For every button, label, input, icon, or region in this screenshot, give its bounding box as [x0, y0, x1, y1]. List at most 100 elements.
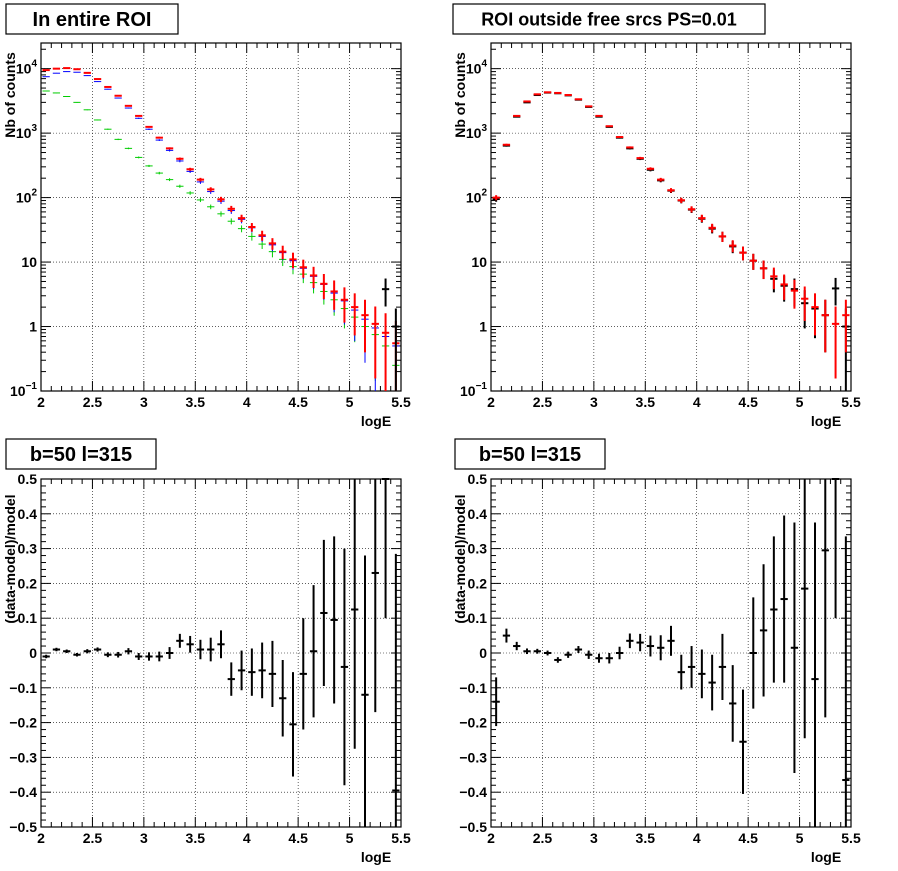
x-tick-label: 3.5 [636, 394, 656, 410]
data-point [677, 197, 685, 204]
data-point [135, 653, 143, 660]
data-point [821, 479, 829, 718]
data-point [165, 147, 174, 150]
x-tick-label: 5.5 [391, 830, 411, 846]
x-tick-label: 5 [796, 394, 804, 410]
data-point [749, 253, 757, 270]
data-point [646, 167, 655, 171]
data-point [227, 205, 235, 213]
data-point [708, 654, 716, 711]
data-point [595, 653, 603, 663]
data-point [196, 177, 205, 182]
data-point [155, 171, 163, 175]
chart-panel-3: b=50 l=315 2 2.5 3 3.5 4 4.5 5 5.5 −0.5 −0.4 −0.3 −0… [2, 438, 411, 865]
data-point [155, 139, 163, 141]
data-point [657, 177, 665, 182]
data-point [227, 218, 235, 225]
data-point [585, 105, 593, 108]
data-point [533, 93, 541, 96]
data-point [227, 662, 235, 696]
chart-panel-4: b=50 l=315 2 2.5 3 3.5 4 4.5 5 5.5 −0.5 −0.4 −0.3 −0… [452, 438, 861, 865]
y-axis-label: (data-model)/model [2, 494, 18, 623]
data-point [523, 648, 531, 655]
data-point [780, 274, 788, 300]
data-point [145, 164, 153, 168]
data-point [615, 646, 624, 660]
data-point [186, 635, 194, 653]
data-point [392, 308, 400, 391]
y-tick-label: 0.3 [468, 541, 488, 557]
data-point [104, 88, 112, 90]
data-point [73, 71, 81, 73]
data-point [186, 167, 194, 171]
data-point [309, 266, 318, 289]
data-point [523, 100, 531, 103]
data-point [83, 649, 91, 654]
y-tick-label: 104 [16, 59, 38, 77]
axis-ticks [40, 43, 402, 392]
data-point [114, 651, 122, 658]
data-point [155, 136, 163, 139]
x-tick-label: 4 [693, 394, 701, 410]
data-point [93, 78, 102, 81]
data-point [708, 223, 716, 233]
y-axis-label: Nb of counts [452, 52, 468, 138]
y-tick-label: 0 [479, 645, 487, 661]
data-point [554, 657, 562, 663]
data-point [759, 564, 768, 697]
x-tick-label: 3 [140, 830, 148, 846]
y-tick-label: 10−1 [460, 381, 487, 399]
data-point [309, 585, 318, 718]
y-tick-label: 0.2 [18, 575, 38, 591]
y-tick-label: 102 [466, 188, 488, 206]
data-point [186, 191, 194, 195]
data-point [217, 196, 225, 203]
data-point [564, 94, 572, 97]
chart-panel-1: In entire ROI 2 2.5 3 3.5 4 4.5 5 5.5 10−1 1 10 102 1… [2, 3, 411, 429]
data-point [718, 633, 727, 700]
data-point [63, 649, 71, 653]
y-tick-label: −0.5 [9, 819, 37, 835]
data-point [258, 642, 266, 699]
x-tick-label: 5.5 [391, 394, 411, 410]
x-tick-label: 2 [37, 830, 45, 846]
data-point [636, 156, 644, 160]
data-point [770, 536, 778, 683]
data-point [104, 128, 112, 130]
x-tick-label: 2.5 [83, 830, 103, 846]
y-tick-label: −0.1 [9, 680, 37, 696]
data-point [320, 539, 328, 687]
data-point [392, 553, 400, 827]
chart-title: b=50 l=315 [30, 444, 132, 466]
data-point [718, 231, 727, 242]
data-point [83, 75, 91, 77]
data-point [268, 238, 277, 250]
grid-lines [491, 43, 851, 391]
data-point [104, 652, 112, 658]
data-point [196, 197, 205, 203]
data-point [176, 157, 184, 161]
data-point [626, 146, 634, 149]
x-tick-label: 5 [346, 830, 354, 846]
x-tick-label: 4 [243, 830, 251, 846]
data-point [299, 259, 307, 278]
x-tick-label: 2.5 [83, 394, 103, 410]
y-tick-label: 104 [466, 59, 488, 77]
data-point [636, 633, 644, 652]
data-point [801, 286, 809, 321]
x-tick-label: 4 [243, 394, 251, 410]
series-4 [381, 278, 400, 391]
data-point [729, 240, 737, 253]
x-tick-label: 2 [487, 394, 495, 410]
y-axis-label: (data-model)/model [452, 494, 468, 623]
data-point [237, 650, 246, 691]
data-point [790, 279, 799, 309]
data-point [52, 92, 61, 94]
data-point [114, 97, 122, 99]
chart-title-box: b=50 l=315 [454, 438, 606, 470]
data-point [677, 654, 685, 690]
y-tick-label: 10 [21, 254, 37, 270]
data-point [145, 128, 153, 130]
y-tick-label: 10 [471, 254, 487, 270]
